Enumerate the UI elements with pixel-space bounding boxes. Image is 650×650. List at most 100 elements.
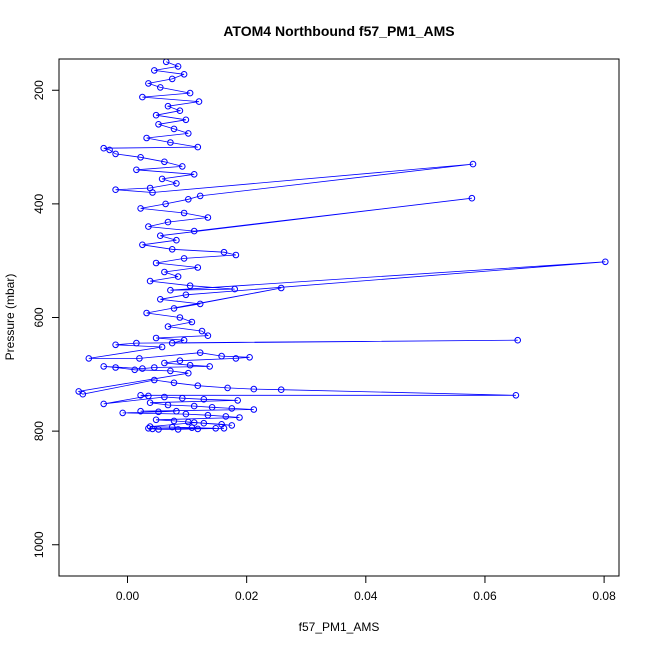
data-point	[167, 286, 174, 294]
data-point	[85, 355, 93, 362]
data-point	[180, 209, 188, 217]
data-point	[512, 392, 520, 399]
data-point	[194, 425, 202, 433]
data-point	[152, 334, 160, 342]
data-point	[100, 363, 107, 370]
data-point	[145, 223, 152, 230]
data-point	[143, 309, 150, 317]
data-point	[186, 89, 194, 97]
data-point	[186, 282, 194, 290]
data-point	[152, 111, 160, 119]
y-tick-label: 800	[32, 421, 46, 441]
data-point	[195, 98, 203, 105]
data-point	[157, 84, 164, 91]
data-point	[234, 397, 241, 404]
y-tick-label: 600	[32, 307, 46, 327]
data-point	[162, 59, 170, 66]
data-point	[180, 71, 188, 78]
data-point	[100, 400, 107, 408]
data-point	[190, 402, 198, 410]
data-point	[161, 393, 168, 401]
data-point	[157, 232, 164, 239]
data-point	[164, 218, 172, 226]
data-point	[168, 246, 176, 253]
data-point	[206, 363, 213, 370]
data-point	[174, 63, 182, 70]
data-point	[176, 107, 184, 114]
data-point	[174, 273, 182, 280]
data-point	[469, 160, 477, 168]
data-point	[231, 285, 238, 293]
data-point	[179, 394, 186, 402]
data-point	[145, 392, 152, 400]
data-point	[194, 143, 202, 151]
data-point	[196, 349, 204, 357]
data-point	[167, 367, 174, 375]
plot-area	[75, 59, 609, 433]
data-point	[173, 180, 180, 187]
data-point	[204, 214, 212, 221]
data-point	[133, 166, 140, 174]
data-point	[158, 175, 166, 183]
data-point	[145, 425, 152, 432]
data-point	[151, 376, 158, 384]
x-tick-label: 0.04	[354, 589, 378, 603]
data-point	[204, 411, 212, 419]
data-point	[137, 392, 144, 399]
x-axis: 0.00 0.02 0.04 0.06 0.08	[116, 575, 616, 603]
data-point	[188, 424, 196, 432]
x-tick-label: 0.06	[473, 589, 497, 603]
data-point	[79, 390, 87, 398]
data-point	[228, 405, 236, 412]
data-point	[277, 284, 285, 292]
data-point	[131, 366, 138, 374]
data-point	[155, 121, 162, 128]
data-point	[143, 134, 150, 142]
data-point	[112, 186, 119, 193]
data-point	[208, 404, 216, 411]
data-point	[198, 327, 206, 335]
data-point	[161, 359, 168, 367]
data-point	[137, 205, 144, 212]
data-point	[236, 414, 243, 421]
data-point	[170, 417, 178, 425]
data-point	[196, 192, 204, 200]
data-point	[250, 406, 258, 413]
data-point	[196, 300, 204, 308]
data-point	[170, 305, 178, 312]
data-point	[190, 227, 198, 235]
data-point	[185, 130, 192, 137]
data-point	[185, 196, 192, 203]
data-point	[112, 364, 119, 371]
data-point	[112, 150, 119, 158]
data-point	[176, 314, 184, 321]
data-point	[151, 67, 158, 74]
data-point	[200, 396, 208, 403]
data-point	[146, 277, 154, 285]
data-point	[100, 144, 107, 152]
x-tick-label: 0.00	[116, 589, 140, 603]
data-point	[173, 236, 180, 244]
data-point	[173, 407, 180, 415]
data-point	[200, 419, 208, 427]
data-point	[155, 408, 162, 416]
data-point	[228, 422, 236, 429]
series-line	[77, 61, 606, 430]
data-point	[168, 339, 176, 347]
data-point	[232, 355, 240, 362]
data-point	[514, 336, 522, 344]
data-point	[176, 357, 184, 365]
x-axis-label: f57_PM1_AMS	[299, 620, 380, 634]
data-point	[146, 399, 154, 407]
data-point	[168, 423, 176, 431]
data-point	[149, 189, 156, 196]
x-tick-label: 0.08	[592, 589, 616, 603]
y-axis: 200 400 600 800 1000	[32, 80, 60, 558]
data-point	[152, 259, 160, 267]
data-point	[164, 323, 172, 330]
y-axis-label: Pressure (mbar)	[3, 274, 17, 361]
data-point	[182, 291, 190, 299]
data-point	[119, 409, 126, 417]
